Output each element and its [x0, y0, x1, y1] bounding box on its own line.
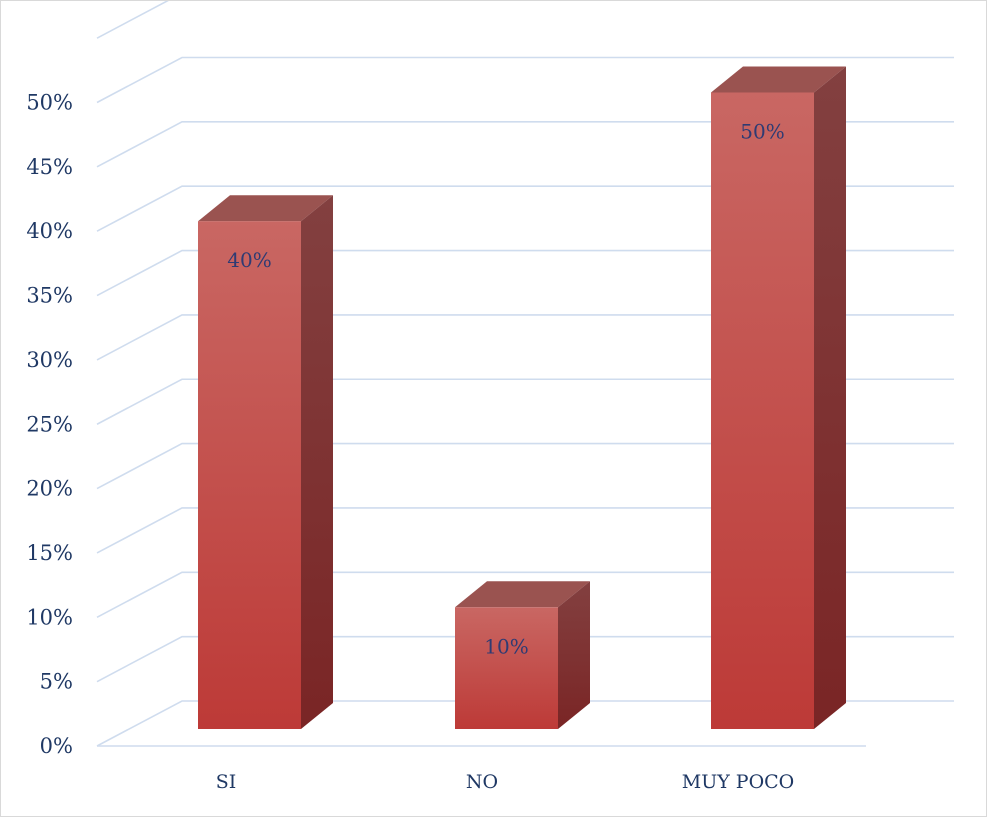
x-axis-ticks: SI NO MUY POCO: [216, 771, 795, 793]
y-tick-label: 40%: [26, 219, 73, 243]
bar-side-face: [301, 195, 333, 729]
y-tick-label: 10%: [26, 605, 73, 629]
bar-top-face: [455, 581, 590, 608]
y-tick-label: 45%: [26, 155, 73, 179]
data-label: 50%: [740, 120, 784, 144]
x-category-label: MUY POCO: [682, 771, 795, 793]
gridline: [96, 121, 954, 168]
x-category-label: NO: [466, 771, 498, 793]
data-label: 10%: [484, 634, 528, 658]
gridline: [96, 378, 954, 425]
bar-side-face: [814, 66, 846, 729]
gridline: [96, 635, 954, 683]
floor-back-edge: [96, 700, 954, 747]
y-axis-ticks: 0% 5% 10% 15% 20% 25% 30% 35% 40% 45% 50%: [26, 91, 73, 759]
bar-muy-poco: 50%: [711, 66, 846, 729]
y-tick-label: 15%: [26, 541, 73, 565]
bar-top-face: [711, 66, 846, 93]
bar-si: 40%: [198, 195, 333, 729]
gridline: [96, 56, 954, 104]
gridline: [96, 442, 954, 490]
gridline: [96, 314, 954, 361]
bars: 40% 10% 50%: [198, 66, 846, 729]
y-tick-label: 5%: [40, 670, 73, 694]
bar-front-face: [198, 221, 301, 729]
y-tick-label: 25%: [26, 412, 73, 436]
gridline: [96, 571, 954, 619]
x-category-label: SI: [216, 771, 237, 793]
gridline: [96, 249, 954, 297]
y-tick-label: 30%: [26, 348, 73, 372]
y-tick-label: 0%: [40, 734, 73, 758]
gridlines: [96, 1, 954, 747]
bar-no: 10%: [455, 581, 590, 729]
y-tick-label: 20%: [26, 477, 73, 501]
y-tick-label: 50%: [26, 91, 73, 115]
bar-top-face: [198, 195, 333, 222]
data-label: 40%: [227, 248, 271, 272]
gridline: [96, 1, 169, 39]
bar-side-face: [558, 581, 590, 729]
gridline: [96, 507, 954, 554]
gridline: [96, 185, 954, 232]
bar-front-face: [711, 92, 814, 729]
y-tick-label: 35%: [26, 284, 73, 308]
bar-front-face: [455, 607, 558, 729]
